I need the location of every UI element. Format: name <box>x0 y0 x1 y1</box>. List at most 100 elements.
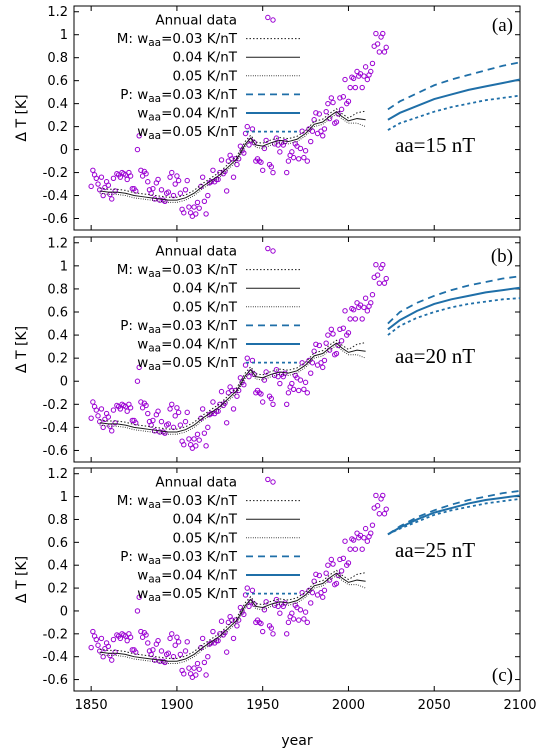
annual-data-point <box>330 331 336 337</box>
annual-data-point <box>109 428 115 434</box>
annual-data-point <box>330 99 336 106</box>
annual-data-point <box>381 280 388 286</box>
annual-data-point <box>110 636 117 643</box>
annual-data-point <box>157 429 163 435</box>
annual-data-point <box>361 535 367 541</box>
annual-data-point <box>268 164 274 170</box>
plot-frame <box>73 5 521 231</box>
legend-entry-label: waa=0.05 K/nT <box>137 355 238 373</box>
annual-data-point <box>199 635 206 642</box>
annual-data-point <box>143 632 149 638</box>
annual-data-point <box>302 148 309 154</box>
annual-data-point <box>145 179 151 185</box>
model-line-w003 <box>99 339 366 430</box>
annual-data-point <box>268 625 274 631</box>
annual-data-point <box>270 169 276 176</box>
annual-data-point <box>167 406 173 412</box>
annual-data-point <box>313 341 319 348</box>
annual-data-point <box>337 556 343 563</box>
annual-data-point <box>184 409 190 416</box>
annual-data-point <box>112 188 118 194</box>
legend-entry-label: waa=0.04 K/nT <box>137 106 238 124</box>
annual-data-point <box>127 405 134 411</box>
annual-data-point <box>345 560 352 566</box>
annual-data-point <box>148 651 154 658</box>
annual-data-point <box>284 631 290 637</box>
annual-data-point <box>199 174 206 180</box>
annual-data-point <box>320 364 326 371</box>
annual-data-point <box>133 188 139 194</box>
annual-data-point <box>177 422 184 428</box>
annual-data-point <box>133 649 139 655</box>
y-tick-label: 0.4 <box>47 559 68 574</box>
annual-data-point <box>117 635 124 642</box>
annual-data-point <box>210 399 216 405</box>
y-axis-label: Δ T [K] <box>14 326 30 373</box>
y-tick-label: -0.4 <box>43 421 68 436</box>
annual-data-point <box>316 572 322 579</box>
annual-data-point <box>98 635 105 642</box>
annual-data-point <box>203 443 209 449</box>
annual-data-point <box>374 41 381 47</box>
annual-data-point <box>309 360 316 366</box>
annual-data-point <box>265 476 271 483</box>
annual-data-point <box>373 261 379 268</box>
annual-data-point <box>361 304 367 311</box>
annual-data-point <box>290 386 297 393</box>
annual-data-point <box>259 167 266 173</box>
legend-entry-label: 0.05 K/nT <box>172 68 237 84</box>
annual-data-point <box>316 342 322 349</box>
annual-data-point <box>338 568 345 574</box>
annual-data-point <box>241 611 247 618</box>
annual-data-point <box>218 157 225 163</box>
x-tick-label: 2050 <box>418 698 451 713</box>
annual-data-point <box>177 651 184 658</box>
annual-data-point <box>134 146 141 153</box>
x-tick-label: 2000 <box>332 698 365 713</box>
legend: Annual data M: waa=0.03 K/nT0.04 K/nT 0.05… <box>117 244 300 373</box>
annual-data-point <box>205 192 211 199</box>
projection-line-w005 <box>387 94 521 131</box>
annual-data-point <box>237 143 244 149</box>
annual-data-point <box>364 76 371 83</box>
annual-data-point <box>100 424 106 431</box>
annual-data-point <box>290 154 297 161</box>
annual-data-point <box>97 648 103 654</box>
annual-data-point <box>381 511 388 517</box>
annual-data-point <box>376 511 383 517</box>
annual-data-point <box>109 657 115 663</box>
annual-data-point <box>182 648 189 654</box>
annual-data-point <box>181 441 187 448</box>
annual-data-point <box>155 176 161 183</box>
annual-data-point <box>308 600 314 606</box>
annual-data-point <box>95 642 101 648</box>
annual-data-point <box>301 616 307 622</box>
annual-data-point <box>148 422 154 428</box>
annual-data-point <box>194 199 201 206</box>
annual-data-point <box>374 503 381 509</box>
annual-data-point <box>333 119 340 125</box>
annual-data-point <box>234 623 240 629</box>
annual-data-point <box>297 377 304 383</box>
annual-data-point <box>369 522 376 528</box>
annual-data-point <box>284 169 290 176</box>
annual-data-point <box>133 420 139 426</box>
annual-data-point <box>352 316 359 322</box>
y-tick-label: 0.4 <box>47 97 68 112</box>
annual-data-point <box>350 537 357 543</box>
annual-data-point <box>289 610 295 616</box>
annual-data-point <box>350 75 357 82</box>
annual-data-point <box>136 364 142 371</box>
annual-data-point <box>93 407 100 413</box>
annual-data-point <box>150 185 156 192</box>
y-axis-label: Δ T [K] <box>14 94 30 141</box>
annual-data-point <box>368 300 374 306</box>
y-tick-label: -0.2 <box>43 166 68 181</box>
annual-data-point <box>342 76 348 83</box>
annual-data-point <box>100 192 106 199</box>
annual-data-point <box>223 649 230 655</box>
annual-data-point <box>150 417 156 424</box>
annual-data-point <box>165 421 172 427</box>
annual-data-point <box>93 636 100 643</box>
annual-data-point <box>352 84 359 91</box>
